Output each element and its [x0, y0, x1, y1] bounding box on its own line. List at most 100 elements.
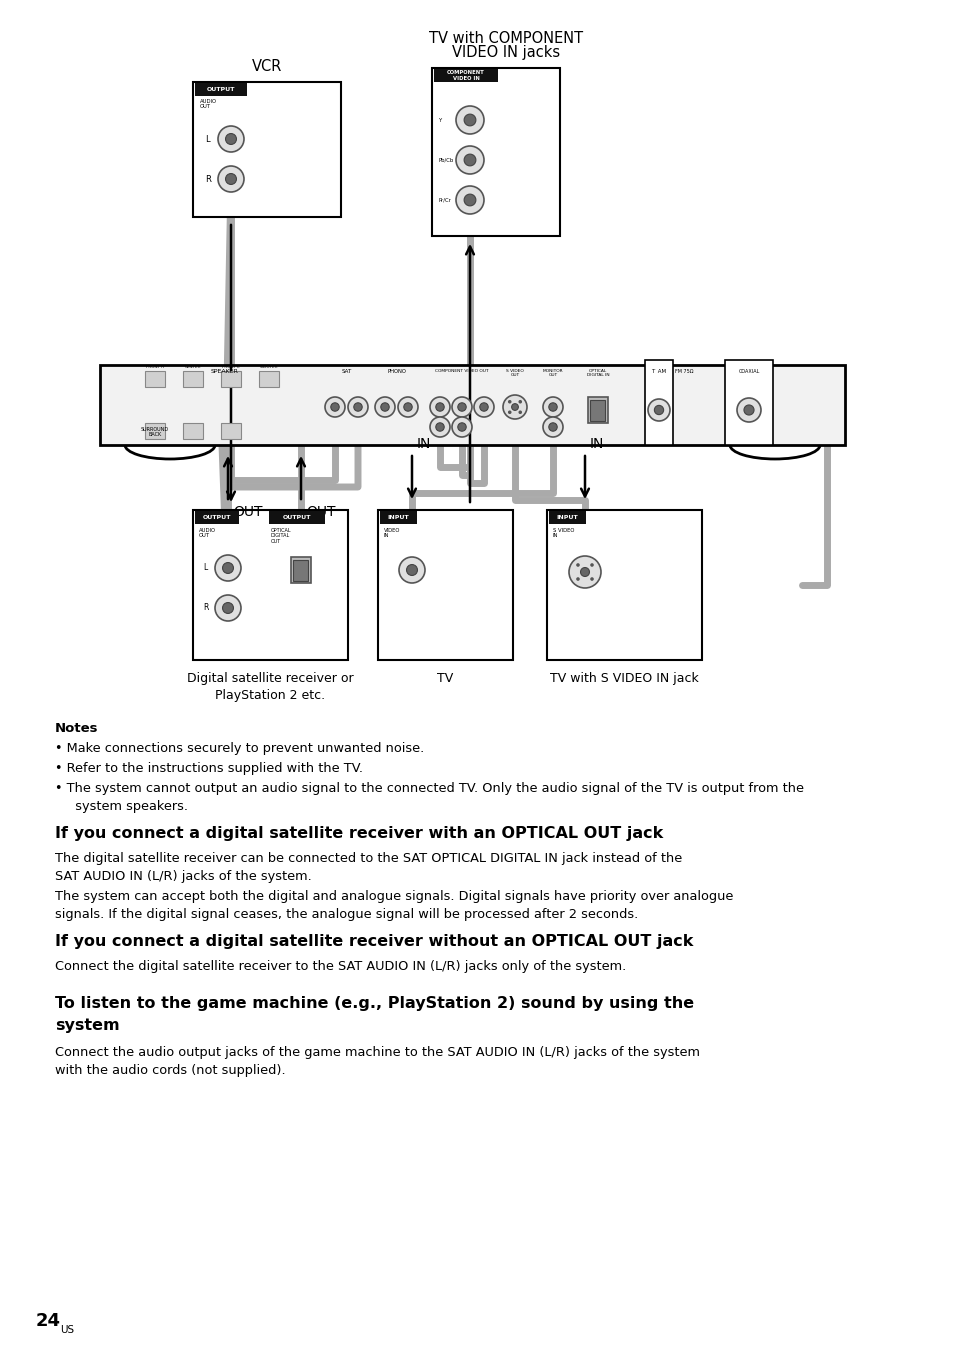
- Text: INPUT: INPUT: [557, 515, 578, 521]
- Circle shape: [507, 400, 511, 403]
- Circle shape: [354, 403, 362, 411]
- Text: OUT: OUT: [306, 506, 335, 519]
- Text: TV: TV: [436, 672, 453, 685]
- Circle shape: [452, 416, 472, 437]
- Text: FRONT L: FRONT L: [222, 365, 239, 369]
- Circle shape: [548, 423, 557, 431]
- Bar: [724, 360, 772, 445]
- Text: COAXIAL: COAXIAL: [738, 369, 759, 375]
- Text: AUDIO
OUT: AUDIO OUT: [199, 529, 215, 538]
- Text: L: L: [205, 134, 210, 143]
- Circle shape: [457, 423, 466, 431]
- Text: • The system cannot output an audio signal to the connected TV. Only the audio s: • The system cannot output an audio sign…: [55, 781, 803, 795]
- Circle shape: [403, 403, 412, 411]
- Circle shape: [576, 577, 579, 581]
- Circle shape: [456, 187, 483, 214]
- Text: MONITOR
OUT: MONITOR OUT: [542, 369, 562, 377]
- Circle shape: [430, 416, 450, 437]
- Circle shape: [502, 395, 526, 419]
- Circle shape: [456, 146, 483, 174]
- Text: SAT: SAT: [341, 369, 352, 375]
- Text: VIDEO IN jacks: VIDEO IN jacks: [452, 45, 559, 59]
- Text: Connect the digital satellite receiver to the SAT AUDIO IN (L/R) jacks only of t: Connect the digital satellite receiver t…: [55, 960, 625, 973]
- Circle shape: [542, 397, 562, 416]
- Text: Connect the audio output jacks of the game machine to the SAT AUDIO IN (L/R) jac: Connect the audio output jacks of the ga…: [55, 1046, 700, 1059]
- Circle shape: [348, 397, 368, 416]
- Text: S VIDEO
OUT: S VIDEO OUT: [506, 369, 523, 377]
- Circle shape: [511, 404, 517, 411]
- Circle shape: [542, 416, 562, 437]
- Circle shape: [463, 114, 476, 126]
- Text: AUDIO
OUT: AUDIO OUT: [200, 99, 216, 110]
- Bar: [379, 511, 416, 525]
- Text: CENTER: CENTER: [185, 365, 201, 369]
- Circle shape: [463, 195, 476, 206]
- Text: with the audio cords (not supplied).: with the audio cords (not supplied).: [55, 1064, 285, 1078]
- Bar: [590, 399, 605, 420]
- Text: The system can accept both the digital and analogue signals. Digital signals hav: The system can accept both the digital a…: [55, 890, 733, 903]
- Text: IN: IN: [416, 437, 431, 452]
- Circle shape: [580, 568, 589, 576]
- Circle shape: [397, 397, 417, 416]
- Circle shape: [457, 403, 466, 411]
- Circle shape: [654, 406, 663, 415]
- Text: Y: Y: [438, 118, 442, 123]
- Circle shape: [647, 399, 669, 420]
- Text: INPUT: INPUT: [387, 515, 409, 521]
- Circle shape: [225, 173, 236, 184]
- Circle shape: [737, 397, 760, 422]
- Text: Pb/Cb: Pb/Cb: [438, 157, 454, 162]
- Bar: [221, 423, 241, 438]
- Circle shape: [743, 406, 753, 415]
- Bar: [434, 69, 497, 82]
- Text: If you connect a digital satellite receiver without an OPTICAL OUT jack: If you connect a digital satellite recei…: [55, 934, 693, 949]
- Text: • Make connections securely to prevent unwanted noise.: • Make connections securely to prevent u…: [55, 742, 424, 754]
- Circle shape: [456, 105, 483, 134]
- Bar: [546, 510, 701, 660]
- Text: SPEAKER: SPEAKER: [211, 369, 238, 375]
- Text: Pr/Cr: Pr/Cr: [438, 197, 452, 203]
- Bar: [145, 372, 165, 388]
- Text: COMPONENT VIDEO OUT: COMPONENT VIDEO OUT: [435, 369, 488, 373]
- Circle shape: [436, 403, 444, 411]
- Circle shape: [214, 556, 241, 581]
- Bar: [193, 510, 348, 660]
- Text: FRONT R: FRONT R: [146, 365, 164, 369]
- Circle shape: [406, 565, 417, 576]
- Text: OPTICAL
DIGITAL
OUT: OPTICAL DIGITAL OUT: [271, 529, 292, 544]
- Circle shape: [548, 403, 557, 411]
- Bar: [432, 68, 559, 237]
- Bar: [258, 372, 278, 388]
- Bar: [587, 397, 607, 423]
- Circle shape: [517, 411, 521, 414]
- Text: TV with S VIDEO IN jack: TV with S VIDEO IN jack: [550, 672, 699, 685]
- Bar: [294, 560, 308, 580]
- Text: OUT: OUT: [233, 506, 262, 519]
- Bar: [100, 365, 844, 445]
- Bar: [221, 372, 241, 388]
- Circle shape: [474, 397, 494, 416]
- Text: TV with COMPONENT: TV with COMPONENT: [429, 31, 582, 46]
- Text: Digital satellite receiver or
PlayStation 2 etc.: Digital satellite receiver or PlayStatio…: [187, 672, 354, 702]
- Text: signals. If the digital signal ceases, the analogue signal will be processed aft: signals. If the digital signal ceases, t…: [55, 909, 638, 921]
- Circle shape: [218, 166, 244, 192]
- Circle shape: [331, 403, 339, 411]
- Text: COMPONENT
VIDEO IN: COMPONENT VIDEO IN: [447, 70, 484, 81]
- Text: system speakers.: system speakers.: [67, 800, 188, 813]
- Circle shape: [517, 400, 521, 403]
- Circle shape: [590, 564, 593, 566]
- Text: Notes: Notes: [55, 722, 98, 735]
- Bar: [183, 372, 203, 388]
- Text: • Refer to the instructions supplied with the TV.: • Refer to the instructions supplied wit…: [55, 763, 363, 775]
- Text: IN: IN: [589, 437, 604, 452]
- Circle shape: [375, 397, 395, 416]
- Bar: [194, 511, 239, 525]
- Circle shape: [568, 556, 600, 588]
- Bar: [183, 423, 203, 438]
- Text: US: US: [60, 1325, 74, 1334]
- Text: The digital satellite receiver can be connected to the SAT OPTICAL DIGITAL IN ja: The digital satellite receiver can be co…: [55, 852, 681, 865]
- Text: OUTPUT: OUTPUT: [207, 87, 235, 92]
- Text: WOOFER: WOOFER: [259, 365, 278, 369]
- Text: VIDEO
IN: VIDEO IN: [384, 529, 400, 538]
- Circle shape: [380, 403, 389, 411]
